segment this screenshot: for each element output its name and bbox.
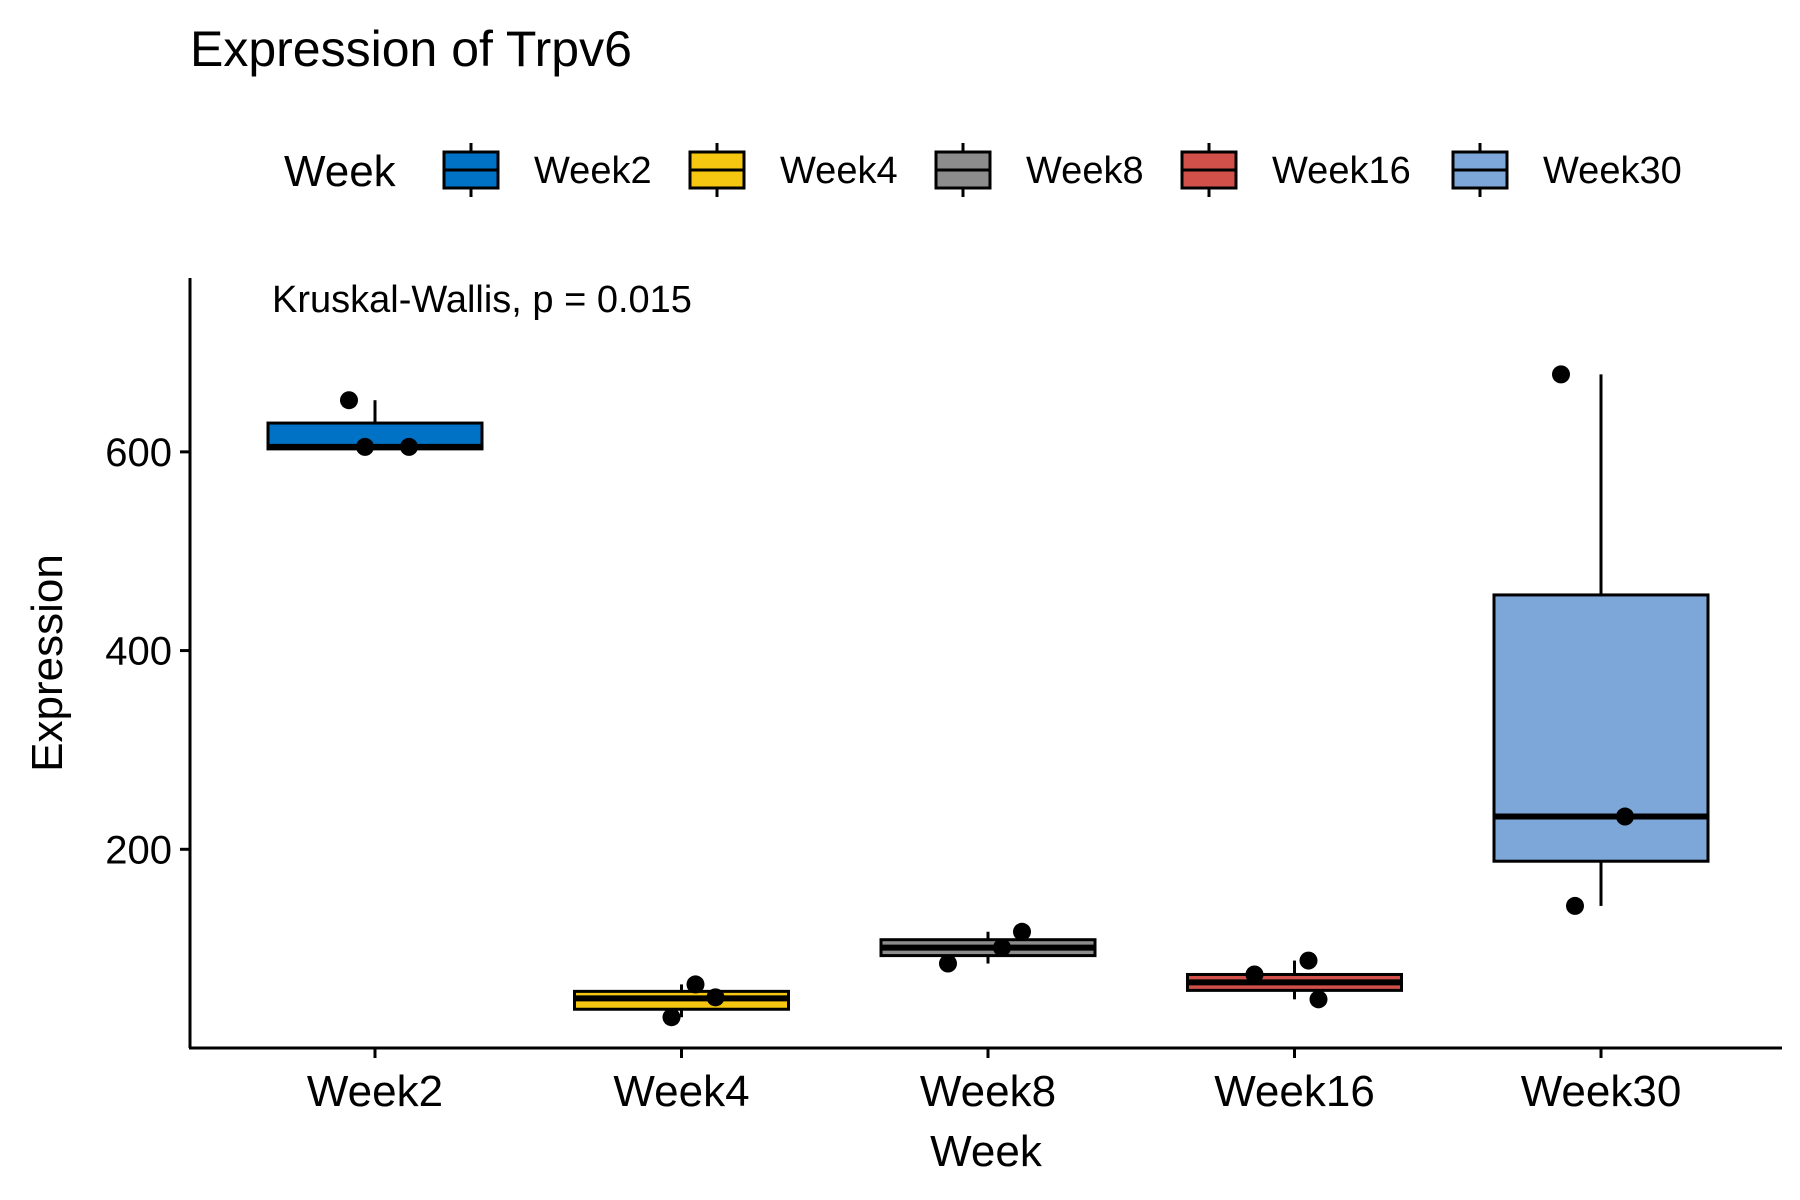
box-week4 <box>573 984 790 1018</box>
x-tick-label: Week30 <box>1521 1067 1682 1116</box>
data-point <box>706 988 725 1007</box>
legend-label: Week16 <box>1272 150 1411 192</box>
x-tick-label: Week4 <box>613 1067 749 1116</box>
data-point <box>1309 990 1328 1009</box>
box-week30 <box>1492 374 1710 906</box>
x-tick-label: Week2 <box>307 1067 443 1116</box>
x-tick-label: Week16 <box>1214 1067 1375 1116</box>
legend-item-week30: Week30 <box>1451 143 1682 197</box>
data-point <box>400 437 418 456</box>
legend-item-week2: Week2 <box>442 143 652 197</box>
legend-label: Week30 <box>1543 150 1682 192</box>
data-point <box>662 1008 681 1027</box>
boxplot-series <box>266 374 1710 1018</box>
data-point <box>1013 922 1031 941</box>
x-axis-ticks: Week2 Week4 Week8 Week16 Week30 <box>307 1048 1681 1116</box>
box-week2 <box>266 400 484 451</box>
legend-item-week16: Week16 <box>1180 143 1411 197</box>
legend-label: Week8 <box>1026 150 1144 192</box>
legend-item-week8: Week8 <box>934 143 1144 197</box>
y-axis-label: Expression <box>23 554 72 772</box>
data-point <box>1616 807 1634 826</box>
y-tick-label: 200 <box>105 828 172 872</box>
data-point <box>686 975 705 994</box>
x-tick-label: Week8 <box>920 1067 1056 1116</box>
box-week16 <box>1186 960 1403 1000</box>
legend-label: Week4 <box>780 150 898 192</box>
y-tick-label: 600 <box>105 431 172 475</box>
data-point <box>1299 951 1318 970</box>
data-point <box>1245 965 1264 984</box>
y-axis-ticks: 200 400 600 <box>105 431 190 872</box>
data-point <box>1552 365 1570 384</box>
legend-label: Week2 <box>534 150 652 192</box>
legend-title: Week <box>284 147 397 196</box>
chart-title: Expression of Trpv6 <box>190 21 632 77</box>
data-point <box>993 938 1011 957</box>
data-point <box>340 391 358 410</box>
box-body <box>1492 593 1710 863</box>
data-point <box>939 954 957 973</box>
y-tick-label: 400 <box>105 630 172 674</box>
data-point <box>356 437 374 456</box>
legend-item-week4: Week4 <box>688 143 898 197</box>
legend: Week Week2 Week4 Week8 Week16 Week30 <box>284 143 1682 197</box>
data-points <box>340 365 1634 1027</box>
data-point <box>1566 896 1584 915</box>
box-week8 <box>879 931 1097 964</box>
stat-annotation: Kruskal-Wallis, p = 0.015 <box>272 279 692 321</box>
x-axis-label: Week <box>930 1127 1043 1176</box>
